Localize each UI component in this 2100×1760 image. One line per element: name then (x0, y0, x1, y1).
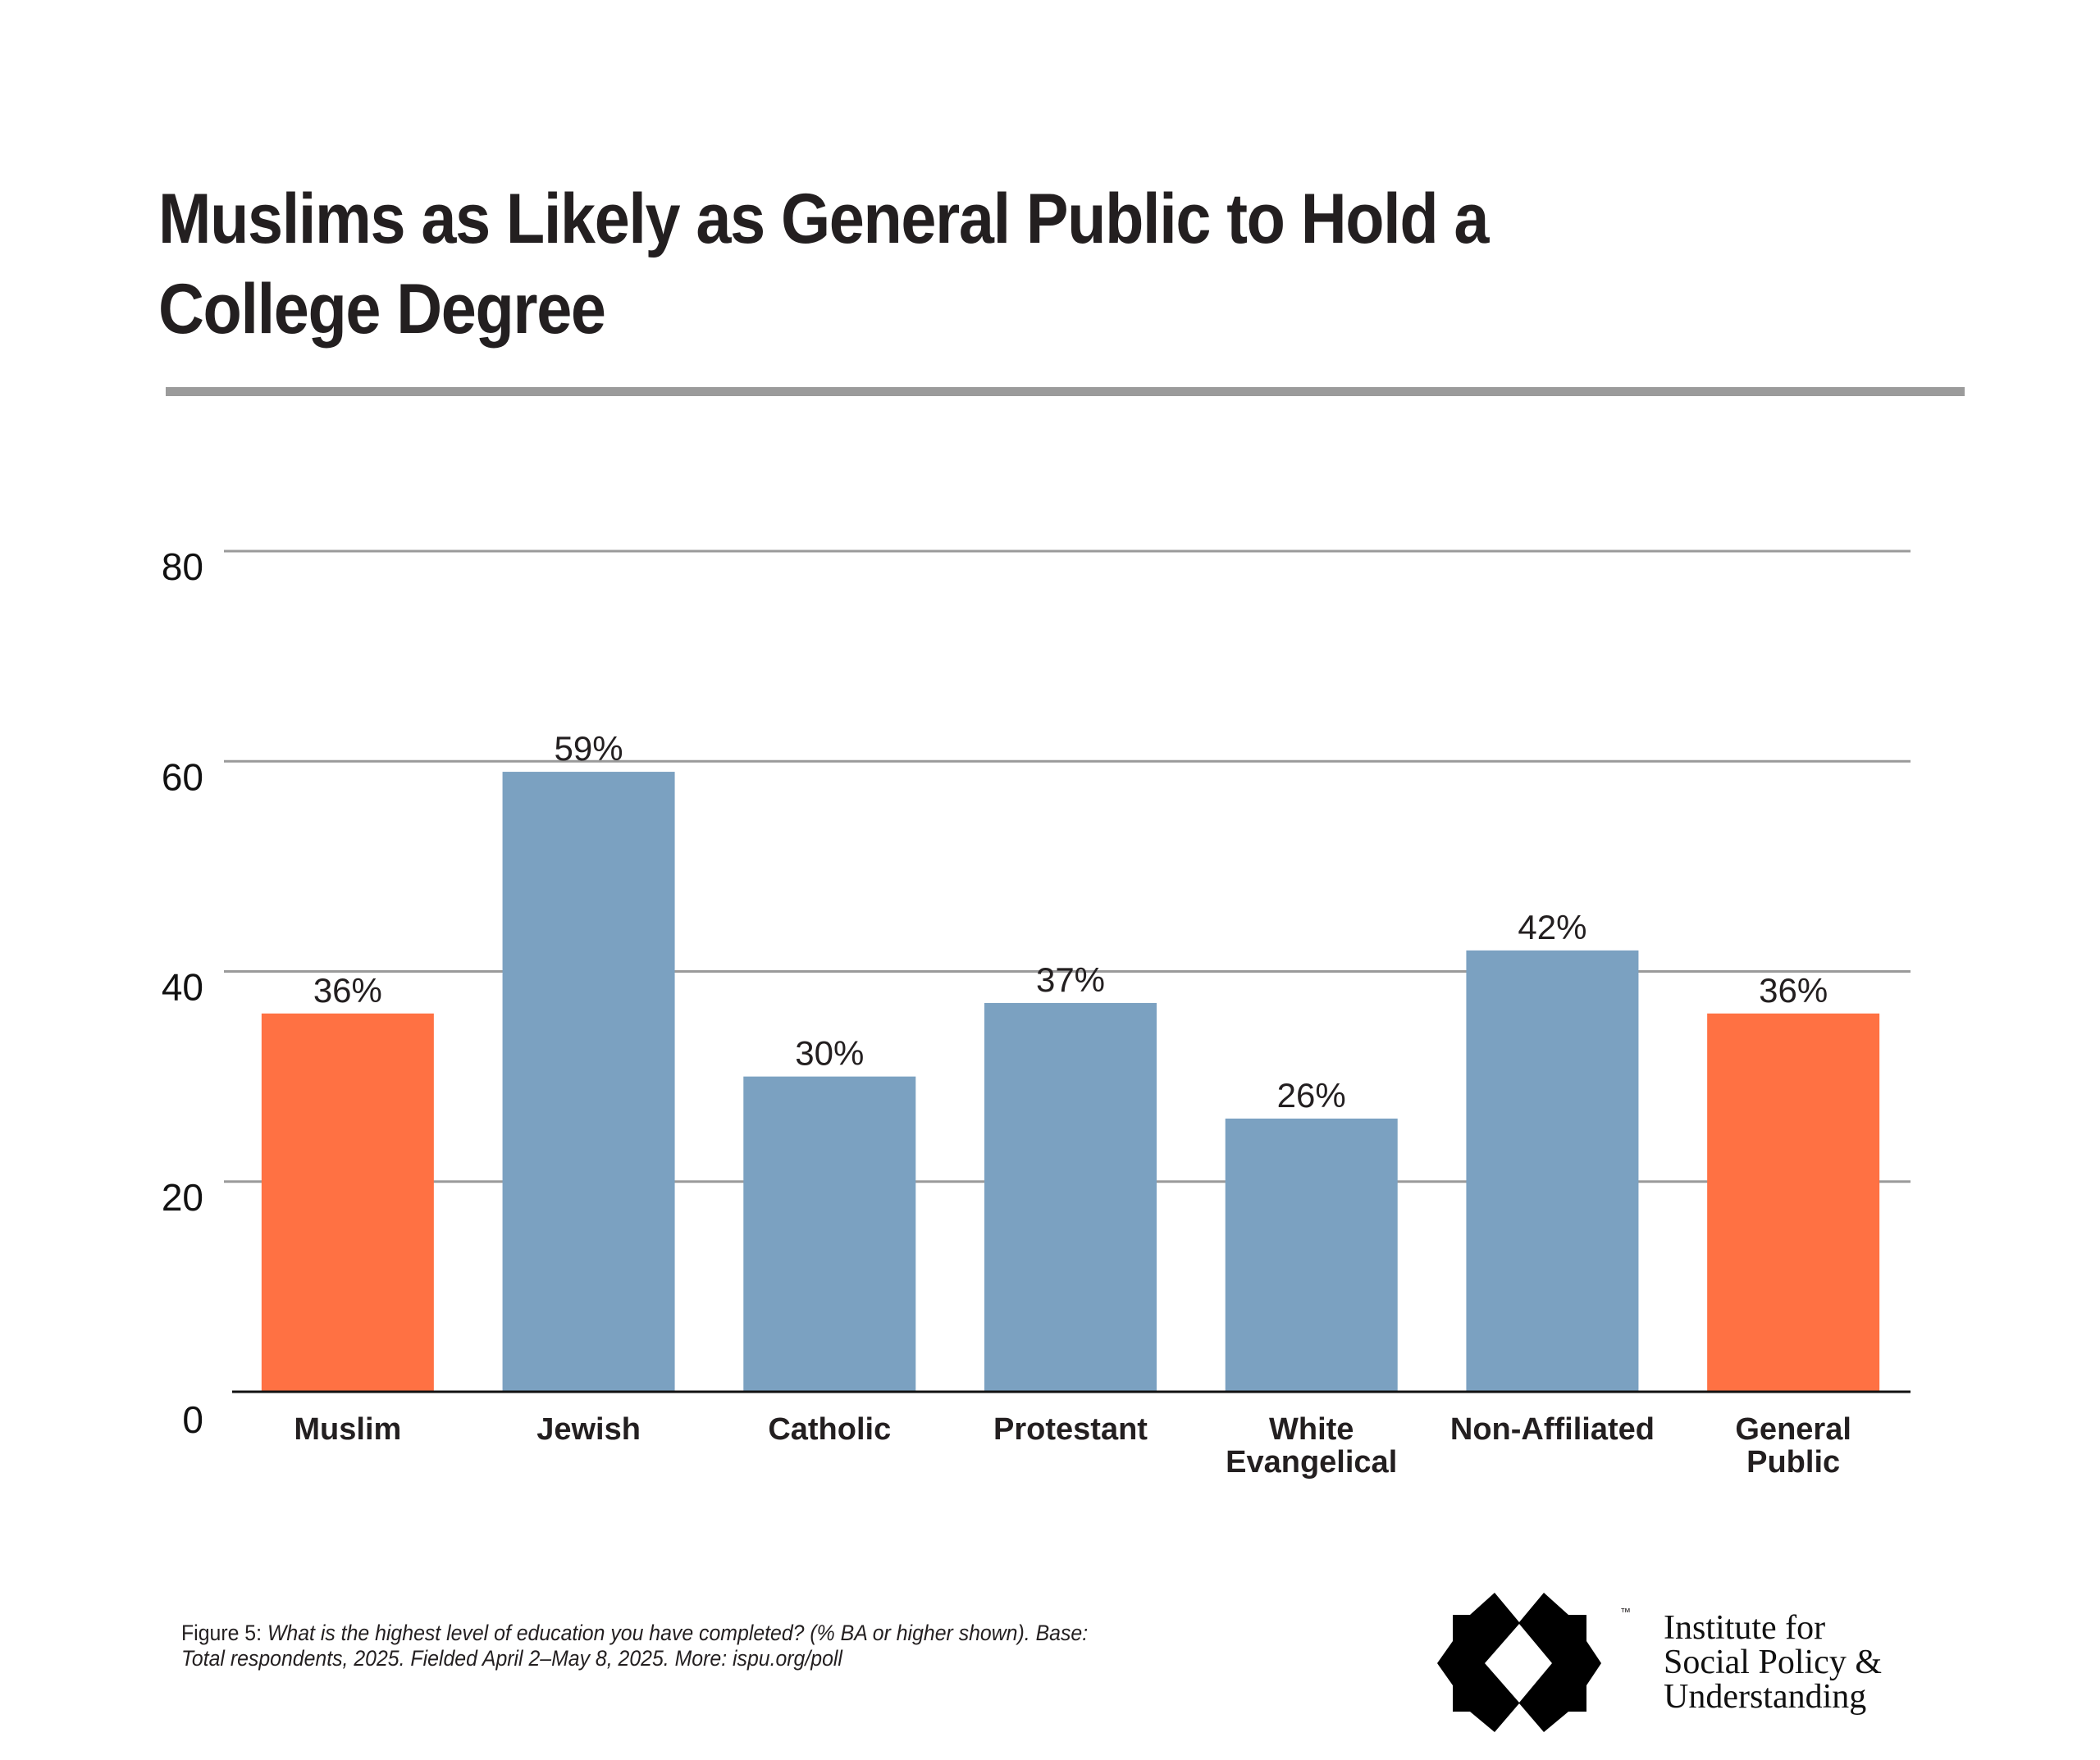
x-tick-label: Jewish (536, 1412, 641, 1447)
x-axis: 0 20 40 60 80 Muslim Jewish Catholic Protestant W… (162, 545, 1911, 1480)
y-tick-label: 60 (162, 755, 203, 798)
x-tick-label: General (1735, 1412, 1851, 1447)
data-label: 36% (1759, 971, 1828, 1010)
bar-non-affiliated (1466, 950, 1639, 1392)
chart-title-line-2: College Degree (158, 270, 606, 349)
data-label: 26% (1277, 1076, 1346, 1115)
y-tick-label: 40 (162, 966, 203, 1009)
bar-muslim (261, 1013, 434, 1392)
trademark-symbol: ™ (1620, 1606, 1631, 1618)
data-label: 36% (313, 971, 382, 1010)
chart-title-line-1: Muslims as Likely as General Public to H… (158, 180, 1489, 258)
bar-catholic (743, 1076, 916, 1392)
x-tick-label: Catholic (768, 1412, 891, 1447)
y-tick-label: 80 (162, 545, 203, 588)
title-divider (166, 387, 1965, 396)
bars (261, 772, 1880, 1392)
bar-protestant (984, 1002, 1157, 1392)
caption-text-line-2: Total respondents, 2025. Fielded April 2… (181, 1646, 842, 1671)
data-label: 30% (795, 1034, 864, 1073)
caption-text-line-1: What is the highest level of education y… (267, 1621, 1089, 1645)
figure-caption: Figure 5: What is the highest level of e… (181, 1621, 1299, 1671)
x-tick-label: Non-Affiliated (1450, 1412, 1655, 1447)
bar-white-evangelical (1225, 1118, 1398, 1392)
logo-line-1: Institute for (1664, 1609, 1826, 1647)
data-label: 37% (1036, 960, 1105, 999)
data-label: 42% (1518, 908, 1586, 946)
logo-line-2: Social Policy & (1664, 1644, 1882, 1681)
x-tick-label: Muslim (294, 1412, 401, 1447)
bar-general-public (1707, 1013, 1880, 1392)
x-tick-label: Public (1746, 1445, 1840, 1480)
x-tick-label: Protestant (993, 1412, 1148, 1447)
data-labels: 36% 59% 30% 37% 26% 42% 36% (313, 729, 1828, 1115)
bar-jewish (502, 772, 675, 1392)
logo-line-3: Understanding (1664, 1678, 1867, 1716)
data-label: 59% (555, 729, 623, 768)
chart-title: Muslims as Likely as General Public to H… (158, 174, 1709, 354)
figure-number: Figure 5: (181, 1621, 262, 1645)
ispu-logo-text: Institute for Social Policy & Understand… (1664, 1611, 1882, 1714)
x-tick-label: White (1269, 1412, 1354, 1447)
x-tick-label: Evangelical (1226, 1445, 1397, 1480)
y-tick-label: 0 (182, 1398, 203, 1441)
y-tick-label: 20 (162, 1176, 203, 1219)
ispu-star-icon (1437, 1593, 1601, 1732)
